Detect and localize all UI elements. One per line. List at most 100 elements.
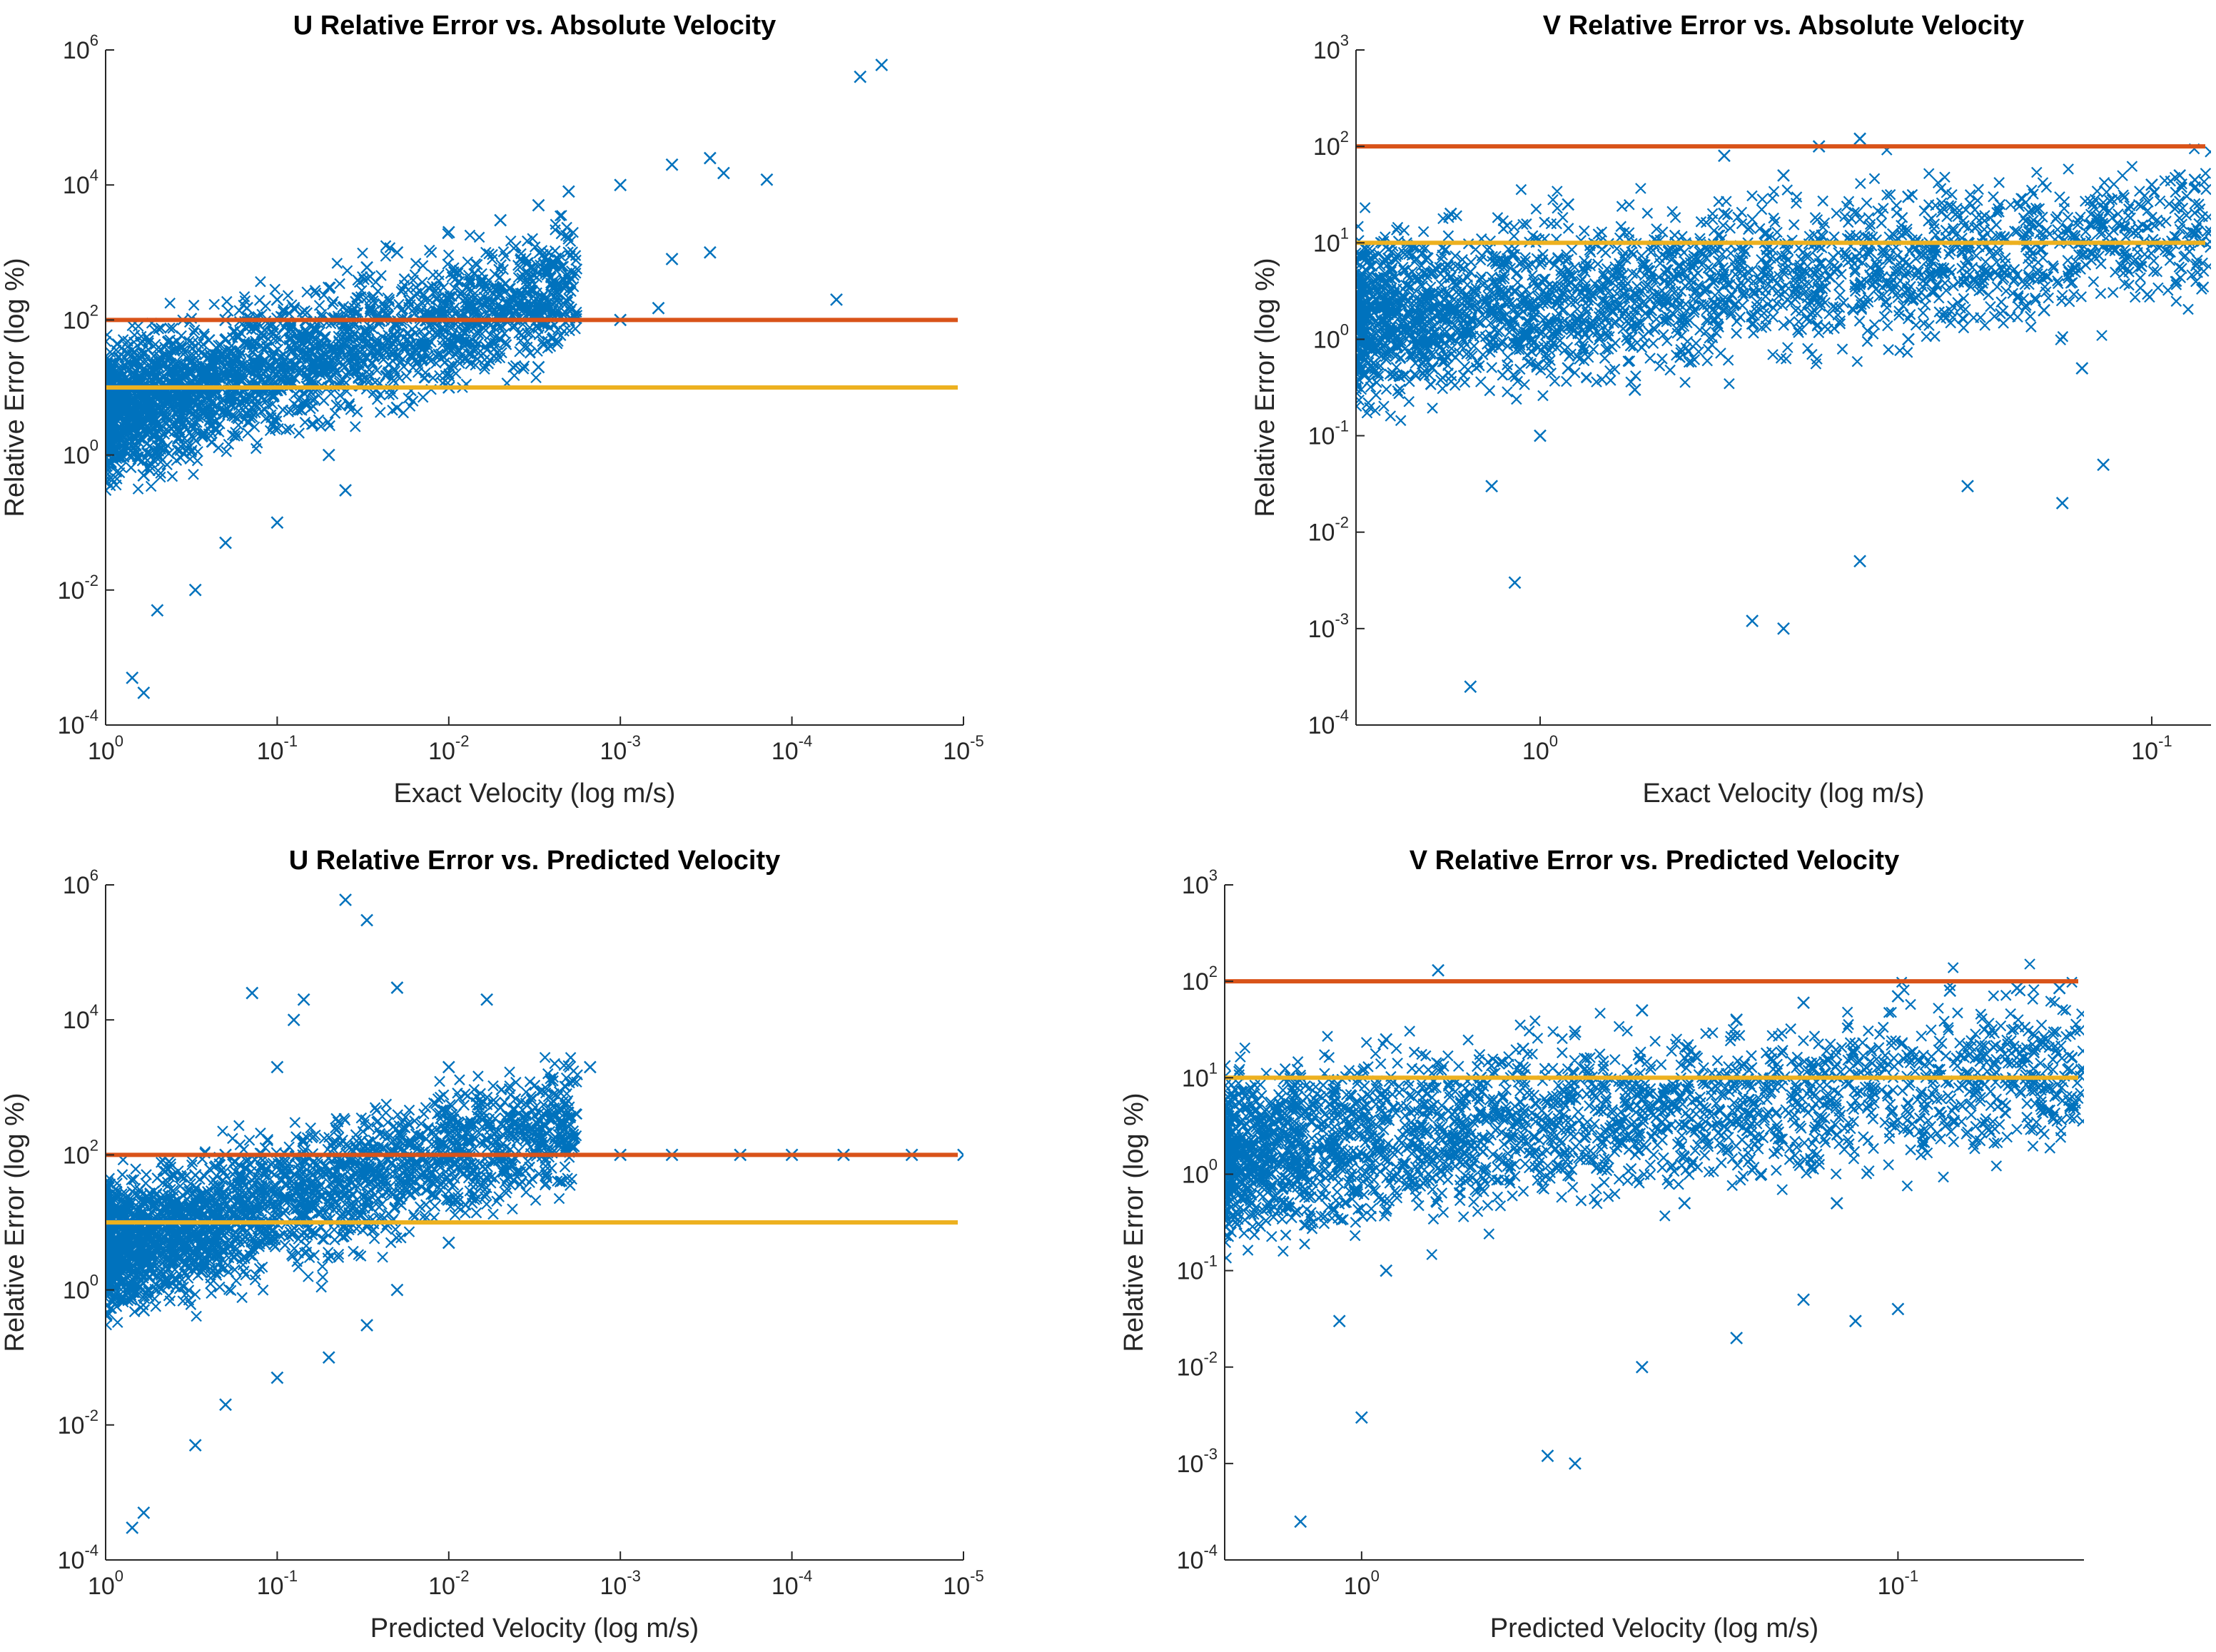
scatter-point (390, 981, 404, 994)
scatter-point (760, 173, 774, 186)
scatter-point (1797, 1293, 1810, 1307)
scatter-point (116, 428, 129, 442)
scatter-point (665, 253, 679, 265)
scatter-cloud (106, 1052, 583, 1331)
scatter-point (1517, 1042, 1529, 1055)
scatter-point (1628, 383, 1641, 396)
scatter-point (1777, 622, 1790, 635)
y-tick-label: 102 (1182, 963, 1218, 995)
scatter-point (297, 993, 310, 1006)
y-tick-label: 10-4 (58, 706, 98, 739)
scatter-point (360, 913, 373, 927)
scatter-point (1464, 680, 1477, 694)
scatter-point (1635, 1360, 1649, 1374)
scatter-point (1891, 1302, 1905, 1316)
scatter-point (219, 1398, 232, 1412)
scatter-point (2188, 173, 2202, 186)
scatter-points (1245, 963, 2066, 1529)
x-tick-label: 10-1 (257, 732, 298, 765)
x-tick-label: 10-2 (428, 732, 469, 765)
scatter-point (2053, 981, 2066, 995)
scatter-cloud (1225, 958, 2084, 1264)
chart-panel-v-absolute: 10-4 10-3 10-2 10-1 100 101 102 103 100 10-1 V Rel… (1250, 11, 2211, 809)
scatter-point (188, 360, 202, 374)
scatter-point (1444, 207, 1457, 221)
scatter-point (137, 1506, 151, 1519)
y-tick-label: 10-3 (1308, 610, 1349, 643)
y-tick-label: 102 (63, 301, 98, 334)
scatter-point (2145, 178, 2158, 191)
y-tick-label: 106 (63, 866, 98, 899)
scatter-point (1853, 132, 1866, 146)
scatter-point (151, 416, 164, 430)
scatter-point (339, 893, 352, 906)
scatter-point (116, 1263, 129, 1277)
scatter-point (126, 671, 139, 684)
scatter-point (390, 1283, 404, 1297)
scatter-point (126, 401, 139, 415)
scatter-point (442, 1236, 455, 1250)
scatter-point (562, 1136, 575, 1150)
x-tick-label: 10-1 (257, 1567, 298, 1600)
x-tick-label: 10-1 (1878, 1567, 1918, 1600)
y-tick-label: 100 (1313, 320, 1349, 353)
scatter-point (246, 986, 259, 1000)
y-tick-label: 10-4 (1177, 1541, 1218, 1574)
scatter-point (1485, 480, 1499, 493)
x-tick-label: 100 (1522, 732, 1558, 765)
y-tick-label: 100 (63, 1272, 98, 1304)
scatter-point (1902, 190, 1915, 203)
scatter-point (1569, 1025, 1582, 1038)
scatter-point (126, 1521, 139, 1534)
scatter-point (1409, 303, 1422, 317)
scatter-point (137, 469, 151, 482)
scatter-point (1746, 614, 1759, 628)
y-axis-label: Relative Error (log %) (1250, 258, 1280, 517)
y-tick-label: 10-1 (1308, 417, 1349, 450)
scatter-point (188, 583, 202, 597)
scatter-point (1277, 1197, 1290, 1210)
scatter-point (151, 1236, 164, 1250)
scatter-point (1294, 1515, 1307, 1529)
scatter-point (1830, 1197, 1843, 1210)
scatter-point (188, 1439, 202, 1452)
x-tick-label: 10-4 (771, 732, 812, 765)
scatter-point (322, 448, 335, 462)
y-tick-label: 103 (1182, 866, 1218, 899)
scatter-point (919, 32, 930, 44)
x-tick-label: 10-5 (943, 1567, 983, 1600)
scatter-point (360, 1319, 373, 1332)
scatter-point (442, 225, 455, 239)
scatter-cloud (1356, 143, 2211, 427)
scatter-point (562, 185, 575, 198)
scatter-points (116, 32, 930, 699)
scatter-point (717, 166, 730, 180)
x-axis-label: Exact Velocity (log m/s) (394, 779, 676, 809)
scatter-point (1464, 265, 1477, 278)
scatter-point (1902, 333, 1915, 346)
x-tick-label: 10-5 (943, 732, 983, 765)
y-tick-label: 10-2 (1308, 514, 1349, 547)
scatter-point (1754, 1167, 1768, 1181)
scatter-point (532, 360, 545, 374)
scatter-point (1678, 1197, 1691, 1210)
y-tick-label: 10-2 (1177, 1349, 1218, 1382)
chart-panel-u-predicted: 10-4 10-2 100 102 104 106 100 10-1 10-2 10-3 10-4 1… (0, 846, 984, 1643)
x-axis-label: Exact Velocity (log m/s) (1643, 779, 1925, 809)
y-tick-label: 100 (63, 437, 98, 470)
scatter-point (1245, 1138, 1259, 1152)
scatter-point (1422, 1167, 1435, 1181)
scatter-point (390, 401, 404, 415)
y-tick-label: 10-4 (58, 1541, 98, 1574)
x-tick-label: 100 (1344, 1567, 1380, 1600)
y-tick-label: 10-1 (1177, 1252, 1218, 1285)
scatter-point (2038, 303, 2050, 317)
scatter-point (270, 516, 284, 529)
scatter-point (322, 1351, 335, 1364)
scatter-point (1355, 1411, 1368, 1424)
y-axis-label: Relative Error (log %) (1119, 1093, 1149, 1352)
x-tick-label: 10-3 (600, 732, 641, 765)
y-tick-label: 10-4 (1308, 706, 1349, 739)
scatter-cloud (106, 210, 583, 496)
